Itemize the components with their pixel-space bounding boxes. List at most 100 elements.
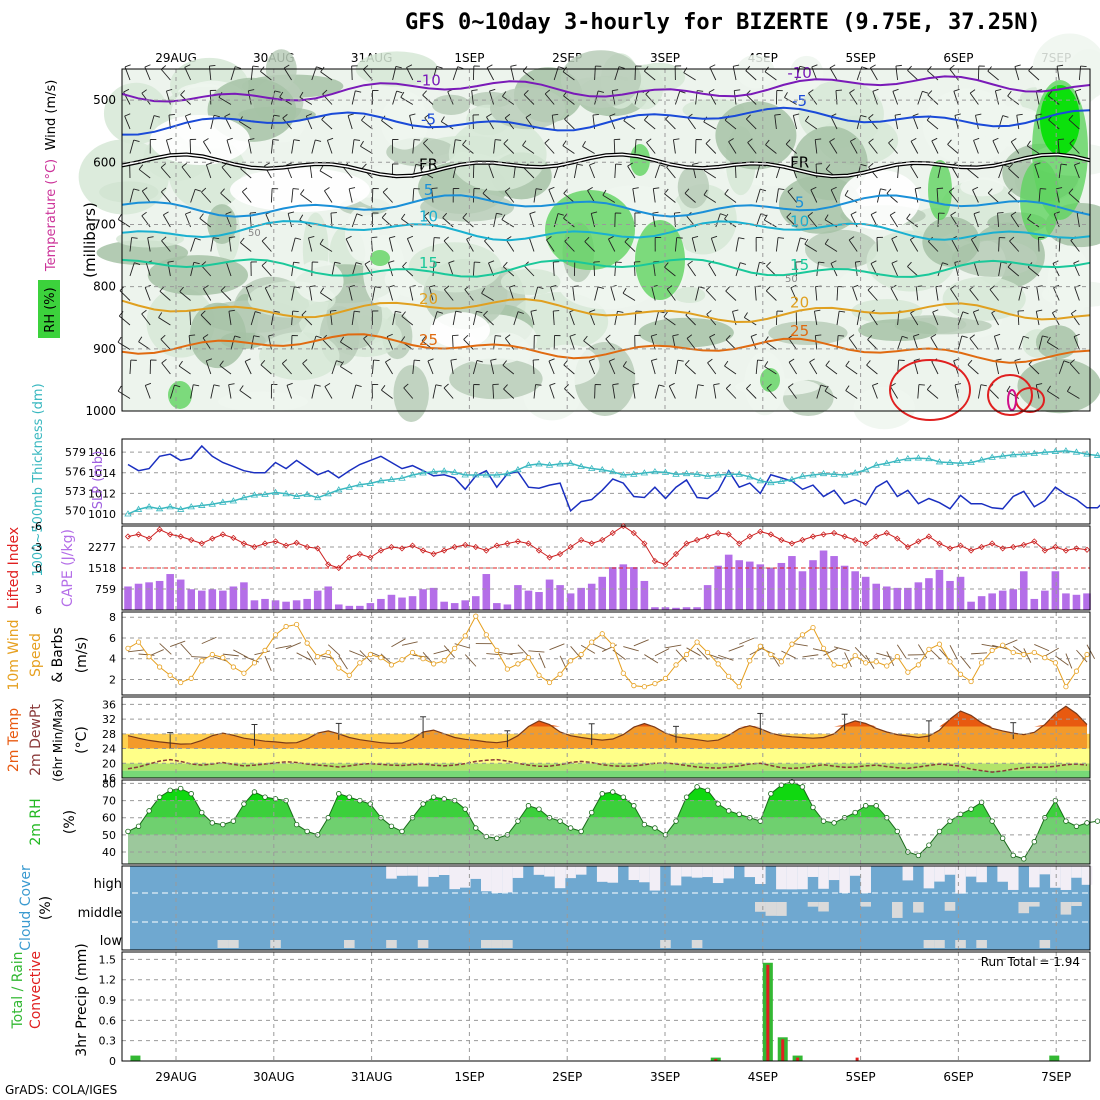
wind-barb-flag bbox=[725, 383, 731, 389]
wind-barb-flag bbox=[563, 360, 569, 366]
wind-barb bbox=[210, 237, 214, 252]
cloud-low-gap bbox=[923, 940, 935, 948]
wind-barb-flag bbox=[535, 384, 542, 386]
wind-barb-flag bbox=[549, 382, 556, 386]
wind-barb-flag bbox=[1002, 115, 1009, 118]
cape-bar bbox=[313, 590, 322, 610]
cape-bar bbox=[830, 556, 838, 610]
isotherm-label: -10 bbox=[787, 64, 812, 82]
li-point bbox=[978, 543, 985, 551]
wind-barb bbox=[129, 139, 135, 154]
wind-barb bbox=[866, 364, 878, 375]
wind-barb-flag bbox=[138, 164, 144, 170]
wind-barb-10m bbox=[802, 654, 819, 658]
cloud-mid-gap bbox=[913, 902, 924, 913]
li-point bbox=[441, 547, 448, 554]
wind-barb bbox=[998, 262, 1002, 277]
wind-barb bbox=[867, 339, 878, 350]
wind-barb-flag bbox=[747, 138, 753, 143]
temp-tick: 24 bbox=[102, 743, 116, 756]
stability-panel-frame bbox=[121, 525, 1091, 611]
wind-barb bbox=[663, 316, 676, 326]
wind-speed-point bbox=[715, 661, 721, 667]
wind-barb-flag bbox=[791, 162, 798, 166]
cloud-high-gap bbox=[1007, 866, 1019, 890]
wind-barb bbox=[563, 364, 575, 375]
thickness-point bbox=[904, 454, 912, 462]
wind-barb bbox=[351, 139, 355, 154]
wind-barb-flag bbox=[424, 211, 430, 217]
wind-barb-flag bbox=[1060, 163, 1067, 166]
wind-barb bbox=[563, 193, 575, 203]
wind-barb bbox=[829, 141, 838, 154]
wind-barb bbox=[509, 287, 515, 301]
wind-barb-flag bbox=[764, 336, 769, 342]
rh-point bbox=[515, 818, 521, 824]
li-point bbox=[820, 531, 827, 538]
wind-barb bbox=[949, 68, 959, 81]
cloud-high-gap bbox=[639, 866, 650, 883]
wind-barbs-axis-label: & Barbs bbox=[50, 627, 66, 683]
wind-barb-flag bbox=[220, 188, 225, 194]
li-point bbox=[367, 554, 374, 561]
wind-barb-flag bbox=[824, 385, 829, 392]
wind-barb-flag bbox=[1008, 188, 1013, 194]
wind-barb-flag bbox=[495, 335, 502, 337]
thickness-point bbox=[145, 503, 153, 510]
cape-bar bbox=[261, 598, 269, 610]
rh-point bbox=[799, 784, 806, 790]
cape-bar bbox=[682, 607, 691, 610]
rh-shade bbox=[259, 332, 340, 381]
wind-barb-flag bbox=[315, 335, 322, 339]
li-point bbox=[715, 529, 722, 537]
wind-barb-flag bbox=[420, 165, 425, 172]
wind-speed-point bbox=[431, 661, 437, 667]
cloud-high-gap bbox=[744, 866, 756, 878]
wind-barb bbox=[967, 364, 979, 375]
li-tick: -6 bbox=[31, 520, 42, 533]
wind-barb-flag bbox=[1066, 385, 1071, 392]
cape-bar bbox=[851, 571, 859, 610]
wind-barb-flag bbox=[644, 115, 649, 121]
wind-barb bbox=[1058, 360, 1065, 375]
wind-speed-point bbox=[346, 672, 352, 678]
thickness-point bbox=[514, 465, 522, 473]
wind-barb-10m bbox=[623, 646, 639, 652]
wind-barb bbox=[1078, 66, 1082, 81]
thickness-point bbox=[313, 493, 322, 501]
wind-barb-flag bbox=[589, 309, 596, 313]
wind-barb bbox=[852, 287, 858, 301]
wind-barb bbox=[890, 287, 898, 301]
wind-barb-flag bbox=[450, 358, 457, 361]
wind-barb-flag bbox=[481, 287, 486, 294]
wind-barb-flag bbox=[501, 214, 506, 220]
wind-barb-flag bbox=[340, 336, 344, 343]
wind-barb-flag bbox=[1008, 163, 1013, 169]
wind-barb-flag bbox=[274, 90, 281, 93]
wind-barb bbox=[824, 390, 838, 399]
rh-point bbox=[230, 818, 237, 824]
wind-barb-10m bbox=[1044, 647, 1059, 657]
wind-speed-point bbox=[1031, 649, 1037, 656]
cloud-high-gap bbox=[544, 866, 555, 877]
wind-barb bbox=[627, 165, 636, 179]
rh-point bbox=[262, 794, 268, 800]
wind-barb-flag bbox=[765, 286, 771, 292]
li-point bbox=[377, 547, 384, 554]
li-point bbox=[177, 533, 184, 540]
rh-point bbox=[768, 791, 774, 797]
precip-tick: 0.9 bbox=[99, 994, 117, 1007]
wind-barb-10m bbox=[633, 639, 649, 647]
thickness-point bbox=[935, 458, 944, 465]
wind-barb-flag bbox=[931, 137, 938, 142]
wind-barb-flag bbox=[995, 89, 1002, 92]
thickness-tick: 573 bbox=[65, 485, 86, 498]
wind-speed-point bbox=[768, 651, 774, 658]
rh-shade bbox=[1047, 245, 1091, 319]
cloud-unit-label: (%) bbox=[38, 896, 54, 920]
wind-barb-flag bbox=[261, 261, 267, 266]
wind-barb-flag bbox=[407, 235, 414, 240]
cape-bar bbox=[240, 582, 248, 610]
wind-barb bbox=[504, 338, 515, 350]
wind-barb bbox=[219, 365, 232, 375]
